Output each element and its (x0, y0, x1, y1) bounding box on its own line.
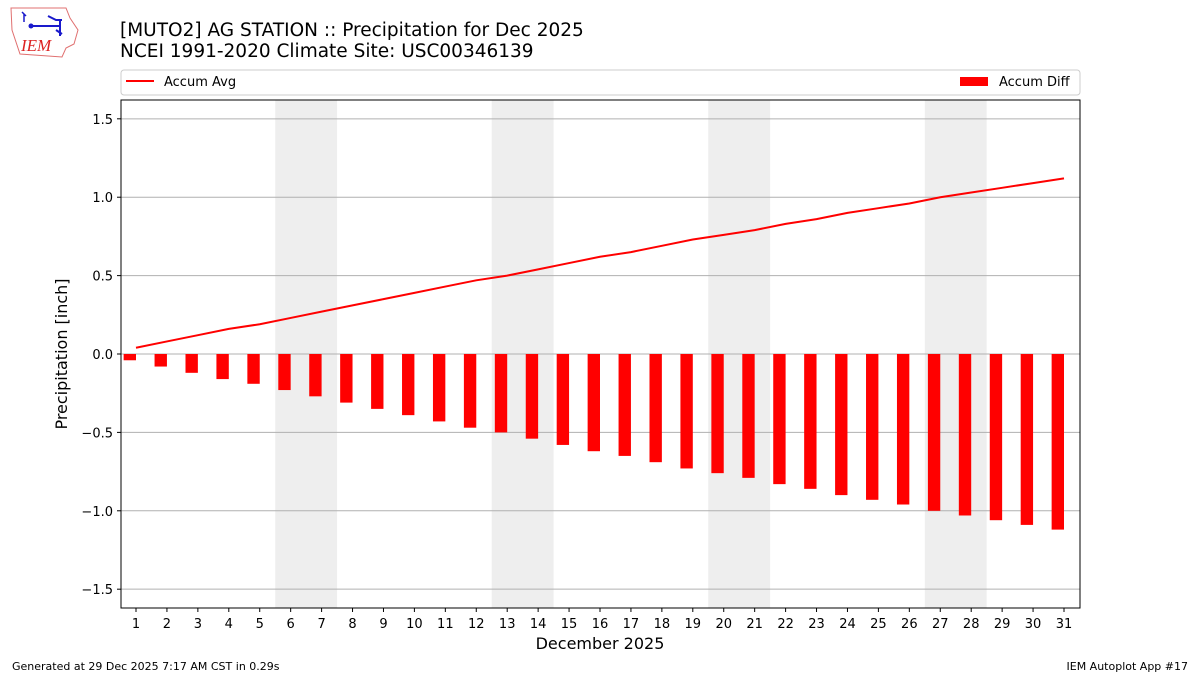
accum-diff-bar (123, 354, 136, 361)
y-tick-label: −1.0 (81, 505, 113, 520)
x-tick-label: 19 (685, 617, 702, 632)
accum-diff-bar (958, 354, 972, 516)
x-tick-label: 29 (994, 617, 1011, 632)
legend: Accum Avg Accum Diff (120, 69, 1081, 96)
x-tick-label: 3 (194, 617, 202, 632)
y-tick-label: −1.5 (81, 583, 113, 598)
x-tick-label: 25 (870, 617, 887, 632)
x-axis-label: December 2025 (536, 634, 665, 653)
accum-diff-bar (804, 354, 817, 489)
y-tick-label: 0.5 (92, 270, 113, 285)
accum-diff-bar (432, 354, 446, 422)
y-tick-label: 1.0 (92, 191, 113, 206)
accum-diff-bar (340, 354, 353, 403)
accum-diff-bar (587, 354, 600, 452)
x-tick-label: 4 (225, 617, 233, 632)
x-tick-label: 8 (348, 617, 356, 632)
accum-diff-bar (1020, 354, 1034, 525)
x-tick-label: 1 (132, 617, 140, 632)
accum-diff-bar (371, 354, 384, 409)
accum-diff-bar (525, 354, 539, 439)
x-tick-label: 2 (163, 617, 171, 632)
legend-accum-diff-label: Accum Diff (999, 75, 1071, 90)
accum-diff-bar (247, 354, 260, 384)
x-tick-label: 17 (623, 617, 640, 632)
x-tick-label: 10 (406, 617, 423, 632)
accum-diff-bar (618, 354, 631, 456)
accum-diff-bar (278, 354, 291, 391)
y-tick-label: 0.0 (92, 348, 113, 363)
legend-accum-avg-label: Accum Avg (164, 75, 236, 90)
y-tick-label: −0.5 (81, 426, 113, 441)
chart-title-line2: NCEI 1991-2020 Climate Site: USC00346139 (120, 41, 534, 62)
accum-diff-bar (742, 354, 755, 478)
x-tick-label: 27 (932, 617, 949, 632)
chart-title-line1: [MUTO2] AG STATION :: Precipitation for … (120, 20, 584, 41)
y-axis-label: Precipitation [inch] (52, 278, 71, 429)
x-tick-label: 15 (561, 617, 578, 632)
accum-diff-bar (989, 354, 1003, 521)
x-tick-label: 22 (777, 617, 794, 632)
accum-diff-bar (494, 354, 508, 433)
accum-diff-bar (402, 354, 415, 416)
x-tick-label: 14 (530, 617, 547, 632)
accum-diff-bar (1051, 354, 1064, 530)
accum-diff-bar (680, 354, 693, 469)
x-tick-label: 18 (654, 617, 671, 632)
accum-diff-bar (216, 354, 229, 380)
x-tick-label: 28 (963, 617, 980, 632)
accum-diff-bar (835, 354, 848, 496)
x-tick-label: 31 (1056, 617, 1073, 632)
x-tick-label: 24 (839, 617, 856, 632)
x-tick-label: 11 (437, 617, 454, 632)
legend-accum-diff-swatch (960, 77, 988, 86)
footer-generated: Generated at 29 Dec 2025 7:17 AM CST in … (12, 660, 280, 673)
x-tick-label: 9 (379, 617, 387, 632)
y-tick-label: 1.5 (92, 113, 113, 128)
accum-diff-bar (927, 354, 941, 511)
x-tick-label: 21 (746, 617, 763, 632)
x-tick-label: 13 (499, 617, 516, 632)
x-tick-label: 23 (808, 617, 825, 632)
x-tick-label: 26 (901, 617, 918, 632)
iem-logo: IEM (10, 7, 79, 58)
x-tick-label: 16 (592, 617, 609, 632)
accum-diff-bar (896, 354, 910, 505)
x-tick-label: 5 (256, 617, 264, 632)
accum-avg-line (135, 177, 1065, 349)
svg-text:IEM: IEM (20, 36, 52, 55)
accum-diff-bar (154, 354, 167, 367)
accum-diff-bar (711, 354, 724, 474)
accum-diff-bar (463, 354, 477, 428)
x-tick-label: 7 (317, 617, 325, 632)
accum-diff-bar (773, 354, 786, 485)
footer-app: IEM Autoplot App #17 (1067, 660, 1189, 673)
x-tick-label: 6 (287, 617, 295, 632)
accum-diff-bar (185, 354, 198, 373)
x-tick-label: 20 (715, 617, 732, 632)
accum-diff-bar (309, 354, 322, 397)
x-tick-label: 30 (1025, 617, 1042, 632)
accum-diff-bar (556, 354, 570, 445)
accum-diff-bar (649, 354, 662, 463)
accum-diff-bar (866, 354, 879, 500)
x-tick-label: 12 (468, 617, 485, 632)
